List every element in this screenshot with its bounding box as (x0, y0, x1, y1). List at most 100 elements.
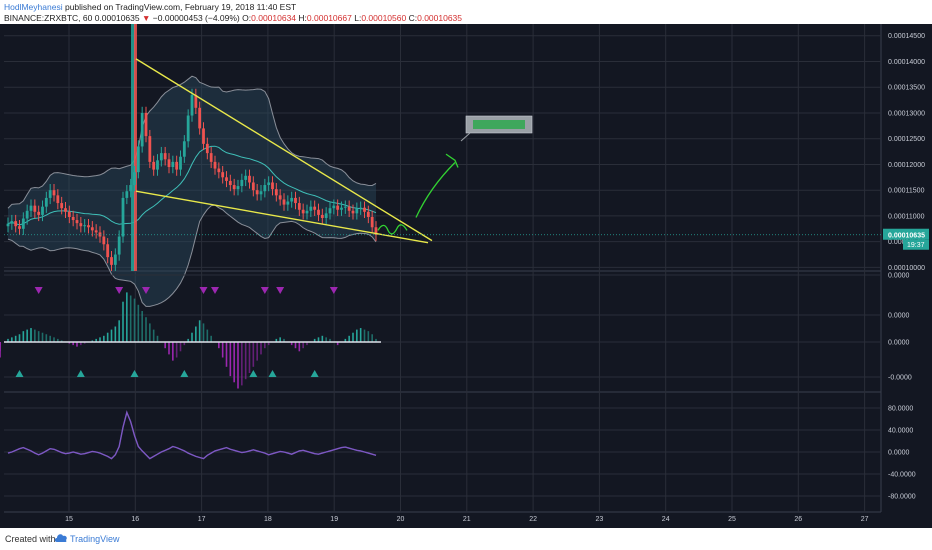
candle-body (71, 216, 75, 221)
macd-tick-label: 0.0000 (888, 340, 910, 347)
candle-body (347, 206, 351, 211)
bollinger-band-fill (8, 76, 376, 307)
candle-body (75, 220, 79, 224)
last-price-tag (883, 228, 929, 240)
buy-marker-icon (130, 370, 139, 377)
sell-marker-icon (199, 287, 208, 294)
candle-body (328, 208, 332, 214)
created-with-label: Created with (5, 534, 56, 544)
candle-body (286, 201, 290, 205)
publish-info: published on TradingView.com, February 1… (64, 2, 297, 12)
candle-body (202, 128, 205, 144)
price-tick-label: 0.00014500 (888, 33, 925, 40)
candle-body (33, 205, 37, 212)
candle-body (186, 115, 190, 142)
sell-marker-icon (276, 287, 285, 294)
candle-body (217, 168, 221, 173)
candle-body (10, 221, 14, 224)
buy-marker-icon (15, 370, 24, 377)
candle-body (343, 206, 347, 208)
candle-body (44, 197, 48, 207)
candle-body (297, 203, 301, 210)
price-tick-label: 0.00014000 (888, 59, 925, 66)
price-tick-label: 0.00011000 (888, 213, 925, 220)
sell-marker-icon (142, 287, 150, 294)
candle-body (259, 191, 263, 195)
candle-body (366, 211, 370, 217)
candle-body (110, 257, 113, 265)
target-callout-highlight (473, 120, 525, 129)
buy-marker-icon (310, 370, 319, 377)
low-value: 0.00010560 (361, 13, 407, 23)
candle-body (251, 182, 255, 191)
candle-body (21, 218, 25, 229)
candle-body (136, 146, 140, 173)
sell-marker-icon (211, 287, 219, 294)
candle-body (324, 213, 328, 218)
x-tick-label: 22 (529, 516, 537, 523)
close-label: C: (408, 13, 418, 23)
candle-body (240, 179, 244, 187)
candle-body (129, 185, 133, 192)
candle-body (14, 221, 18, 227)
candle-body (363, 207, 366, 212)
candle-body (351, 210, 355, 214)
publish-line: HodlMeyhanesi published on TradingView.c… (4, 2, 296, 12)
symbol-label: BINANCE:ZRXBTC, 60 (4, 13, 93, 23)
signal-bar-green (131, 24, 135, 271)
footer: Created with TradingView (0, 528, 932, 550)
countdown-tag (903, 239, 929, 250)
candle-body (228, 180, 232, 186)
buy-marker-icon (180, 370, 189, 377)
price-tick-label: 0.00012500 (888, 136, 925, 143)
macd-tick-label: 0.0000 (888, 313, 910, 320)
bollinger-lower-line (7, 204, 377, 307)
close-value: 0.00010635 (417, 13, 463, 23)
candle-body (6, 223, 10, 227)
candle-body (156, 160, 159, 170)
x-tick-label: 25 (728, 516, 736, 523)
projected-wave (377, 224, 408, 235)
projected-breakout-arrow (415, 162, 456, 218)
candle-body (374, 227, 378, 235)
candle-body (56, 195, 60, 204)
candle-body (282, 199, 286, 205)
arrow-head-icon (445, 153, 459, 168)
oscillator-tick-label: 80.0000 (888, 406, 913, 413)
candle-body (198, 107, 202, 129)
open-value: 0.00010634 (251, 13, 297, 23)
candle-body (121, 197, 125, 237)
candle-body (236, 186, 240, 190)
candle-body (205, 143, 209, 154)
candle-body (148, 136, 152, 162)
x-tick-label: 16 (131, 516, 139, 523)
candle-body (267, 182, 271, 186)
x-tick-label: 15 (65, 516, 73, 523)
candle-body (294, 197, 297, 204)
candle-body (317, 209, 320, 215)
candle-body (359, 207, 363, 209)
candle-body (221, 172, 225, 178)
sell-marker-icon (34, 287, 43, 294)
candle-body (271, 182, 274, 190)
x-tick-label: 21 (463, 516, 471, 523)
price-change: −0.00000453 (−4.09%) (152, 13, 240, 23)
x-tick-label: 23 (596, 516, 604, 523)
candle-body (232, 185, 236, 190)
chart-canvas[interactable]: 15 16 17 18 19 20 21 22 23 24 25 26 27 0.00014500 0.00… (0, 24, 932, 528)
candle-body (67, 211, 71, 217)
high-label: H: (298, 13, 307, 23)
candle-body (320, 214, 324, 218)
candle-body (301, 209, 305, 214)
signal-bar-red (134, 24, 137, 271)
oscillator-line (7, 410, 377, 460)
candle-body (309, 206, 313, 211)
price-tick-label: 0.00011500 (888, 188, 925, 195)
author-link[interactable]: HodlMeyhanesi (4, 2, 63, 12)
candle-body (175, 161, 179, 170)
candle-body (106, 244, 110, 258)
candle-body (41, 206, 44, 215)
upper-trendline (135, 58, 433, 242)
tradingview-brand[interactable]: TradingView (70, 534, 120, 544)
candle-body (182, 141, 186, 157)
